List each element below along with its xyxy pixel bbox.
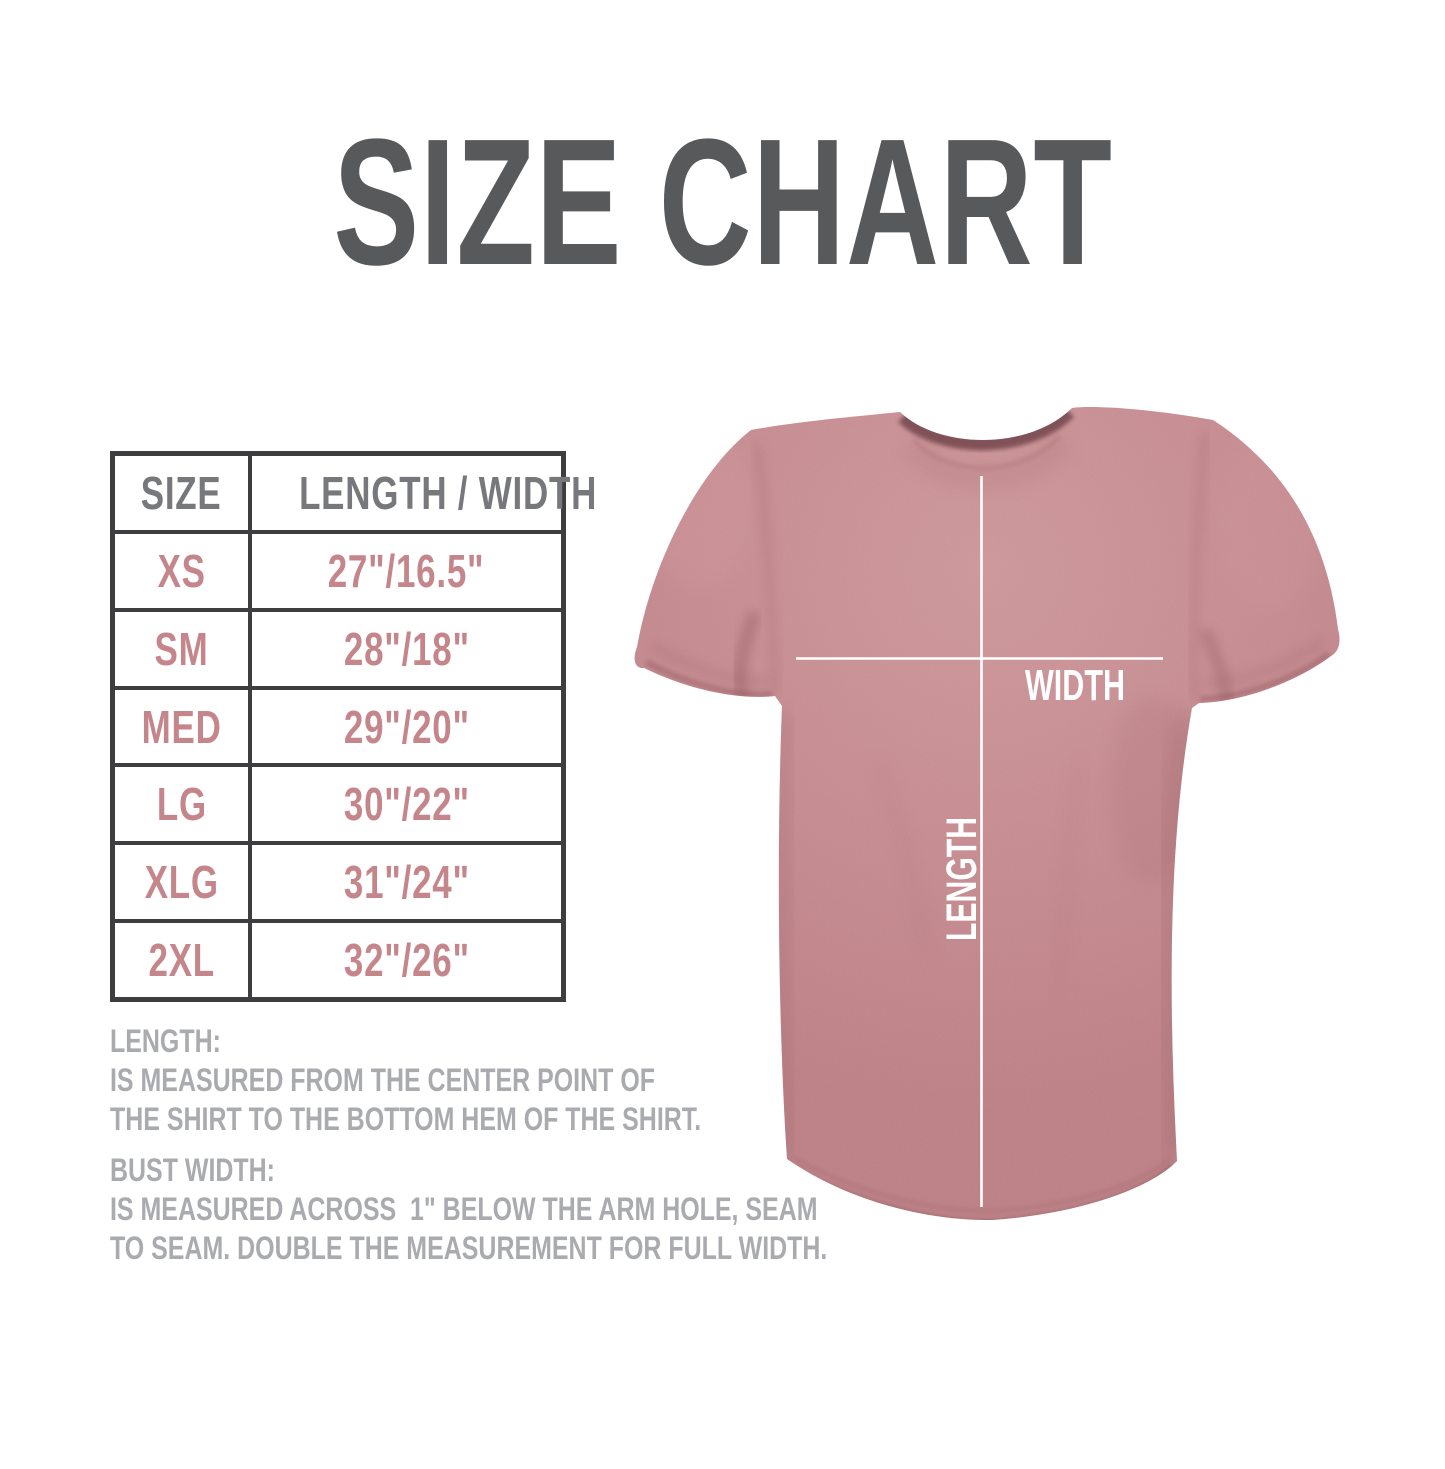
- length-note-line: THE SHIRT TO THE BOTTOM HEM OF THE SHIRT…: [110, 1101, 702, 1137]
- bust-note-heading: BUST WIDTH:: [110, 1152, 275, 1188]
- width-label: WIDTH: [1025, 661, 1125, 710]
- shirt-shading: [634, 407, 1340, 1221]
- cell-measurement: 27"/16.5": [328, 544, 485, 597]
- bust-note-line: TO SEAM. DOUBLE THE MEASUREMENT FOR FULL…: [110, 1230, 828, 1266]
- cell-measurement: 29"/20": [343, 700, 470, 753]
- cell-size: MED: [115, 689, 252, 764]
- table-row: SM 28"/18": [115, 611, 561, 690]
- header-cell-length-width: LENGTH / WIDTH: [299, 466, 598, 519]
- page-title: SIZE CHART: [0, 113, 1445, 293]
- length-label: LENGTH: [938, 817, 986, 941]
- cell-size: 2XL: [115, 923, 252, 998]
- table-row: XS 27"/16.5": [115, 533, 561, 612]
- table-row: XLG 31"/24": [115, 845, 561, 924]
- table-row: LG 30"/22": [115, 767, 561, 846]
- cell-measurement: 31"/24": [343, 856, 470, 909]
- cell-measurement: 28"/18": [343, 622, 470, 675]
- cell-measurement: 30"/22": [343, 778, 470, 831]
- cell-size: SM: [115, 611, 252, 686]
- cell-size: XLG: [115, 845, 252, 920]
- table-row: 2XL 32"/26": [115, 923, 561, 998]
- length-note-line: IS MEASURED FROM THE CENTER POINT OF: [110, 1062, 655, 1098]
- table-header-row: SIZE LENGTH / WIDTH: [115, 456, 596, 534]
- size-table: SIZE LENGTH / WIDTH XS 27"/16.5" SM 28"/…: [110, 451, 596, 1002]
- measurement-notes: LENGTH: IS MEASURED FROM THE CENTER POIN…: [110, 1022, 1030, 1268]
- cell-size: XS: [115, 533, 252, 608]
- shirt-figure: WIDTH LENGTH: [600, 360, 1420, 1260]
- cell-measurement: 32"/26": [343, 934, 470, 987]
- shirt-diagram: WIDTH LENGTH: [634, 407, 1340, 1221]
- bust-note-line: IS MEASURED ACROSS 1" BELOW THE ARM HOLE…: [110, 1191, 818, 1227]
- header-cell-size: SIZE: [115, 456, 252, 530]
- cell-size: LG: [115, 767, 252, 842]
- length-note-heading: LENGTH:: [110, 1023, 221, 1059]
- page-title-text: SIZE CHART: [332, 102, 1113, 303]
- table-row: MED 29"/20": [115, 689, 561, 768]
